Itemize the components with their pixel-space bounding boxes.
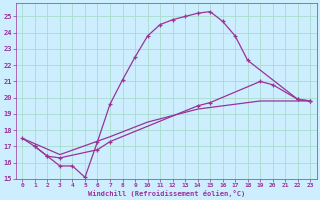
X-axis label: Windchill (Refroidissement éolien,°C): Windchill (Refroidissement éolien,°C) bbox=[88, 190, 245, 197]
